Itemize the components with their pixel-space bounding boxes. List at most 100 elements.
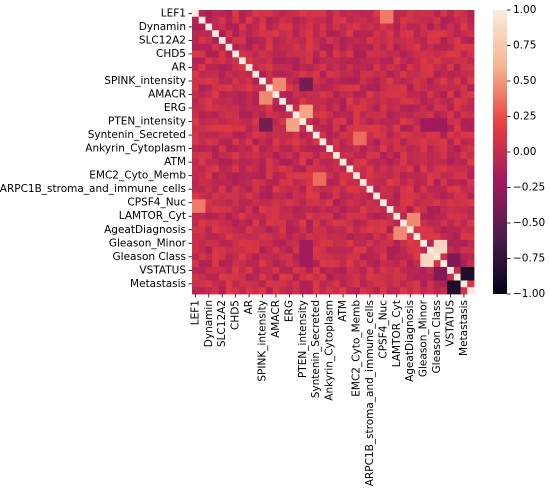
heatmap-cell <box>333 50 341 58</box>
heatmap-cell <box>359 118 367 126</box>
heatmap-cell <box>239 172 247 180</box>
heatmap-cell <box>447 104 455 112</box>
heatmap-cell <box>406 246 414 254</box>
heatmap-cell <box>326 273 334 281</box>
heatmap-cell <box>192 158 200 166</box>
heatmap-cell <box>205 172 213 180</box>
heatmap-cell <box>346 219 354 227</box>
heatmap-cell <box>312 97 320 106</box>
heatmap-cell <box>306 253 314 261</box>
heatmap-cell <box>359 172 367 180</box>
heatmap-cell <box>232 118 240 126</box>
heatmap-cell <box>393 280 401 288</box>
heatmap-cell <box>252 64 260 72</box>
heatmap-cell <box>279 246 287 254</box>
heatmap-cell <box>366 37 374 45</box>
heatmap-cell <box>366 260 374 268</box>
heatmap-cell <box>326 192 334 200</box>
heatmap-cell <box>453 199 461 207</box>
heatmap-cell <box>265 30 273 38</box>
heatmap-cell <box>353 280 361 288</box>
heatmap-cell <box>460 266 468 275</box>
heatmap-cell <box>380 10 388 18</box>
heatmap-cell <box>427 287 435 295</box>
heatmap-cell <box>265 280 273 288</box>
heatmap-cell <box>286 273 294 281</box>
heatmap-cell <box>259 10 267 18</box>
heatmap-cell <box>205 287 213 295</box>
heatmap-cell <box>239 97 247 106</box>
heatmap-cell <box>393 172 401 180</box>
heatmap-cell <box>447 287 455 295</box>
heatmap-cell <box>245 84 253 92</box>
heatmap-cell <box>205 185 213 193</box>
heatmap-cell <box>319 77 327 85</box>
heatmap-cell <box>339 84 347 92</box>
heatmap-cell <box>333 239 341 248</box>
heatmap-cell <box>225 152 233 160</box>
heatmap-cell <box>326 131 334 139</box>
heatmap-cell <box>259 179 267 187</box>
heatmap-cell <box>272 253 280 261</box>
heatmap-cell <box>212 145 220 153</box>
heatmap-cell <box>225 111 233 119</box>
heatmap-cell <box>232 212 240 221</box>
heatmap-cell <box>440 43 448 51</box>
heatmap-cell <box>198 43 206 51</box>
heatmap-cell <box>406 70 414 79</box>
heatmap-cell <box>265 91 273 99</box>
heatmap-cell <box>306 111 314 119</box>
heatmap-cell <box>433 199 441 207</box>
heatmap-cell <box>447 260 455 268</box>
heatmap-cell <box>427 118 435 126</box>
heatmap-cell <box>386 77 394 85</box>
heatmap-cell <box>272 226 280 234</box>
heatmap-cell <box>373 273 381 281</box>
heatmap-cell <box>346 57 354 65</box>
heatmap-cell <box>326 145 334 153</box>
heatmap-cell <box>205 138 213 146</box>
heatmap-cell <box>353 165 361 173</box>
heatmap-cell <box>198 152 206 160</box>
heatmap-cell <box>440 16 448 24</box>
colorbar-gradient <box>493 10 507 294</box>
heatmap-cell <box>299 266 307 275</box>
heatmap-cell <box>218 266 226 275</box>
heatmap-cell <box>353 43 361 51</box>
heatmap-cell <box>380 131 388 139</box>
heatmap-cell <box>406 50 414 58</box>
heatmap-cell <box>393 287 401 295</box>
heatmap-cell <box>413 104 421 112</box>
heatmap-cell <box>373 37 381 45</box>
heatmap-cell <box>239 226 247 234</box>
heatmap-cell <box>245 192 253 200</box>
heatmap-cell <box>353 172 361 180</box>
heatmap-cell <box>400 70 408 79</box>
heatmap-cell <box>286 266 294 275</box>
heatmap-cell <box>279 185 287 193</box>
heatmap-cell <box>272 50 280 58</box>
heatmap-cell <box>406 43 414 51</box>
heatmap-cell <box>359 50 367 58</box>
heatmap-cell <box>413 219 421 227</box>
heatmap-cell <box>252 165 260 173</box>
heatmap-cell <box>225 64 233 72</box>
heatmap-cell <box>406 233 414 241</box>
heatmap-cell <box>447 77 455 85</box>
heatmap-cell <box>447 266 455 275</box>
heatmap-cell <box>460 57 468 65</box>
heatmap-cell <box>252 131 260 139</box>
heatmap-cell <box>265 212 273 221</box>
heatmap-cell <box>339 145 347 153</box>
heatmap-cell <box>427 280 435 288</box>
heatmap-cell <box>400 246 408 254</box>
heatmap-cell <box>420 84 428 92</box>
heatmap-cell <box>346 266 354 275</box>
heatmap-cell <box>346 172 354 180</box>
heatmap-cell <box>252 84 260 92</box>
heatmap-cell <box>406 158 414 166</box>
heatmap-cell <box>413 50 421 58</box>
heatmap-cell <box>380 145 388 153</box>
heatmap-cell <box>427 77 435 85</box>
heatmap-cell <box>433 111 441 119</box>
